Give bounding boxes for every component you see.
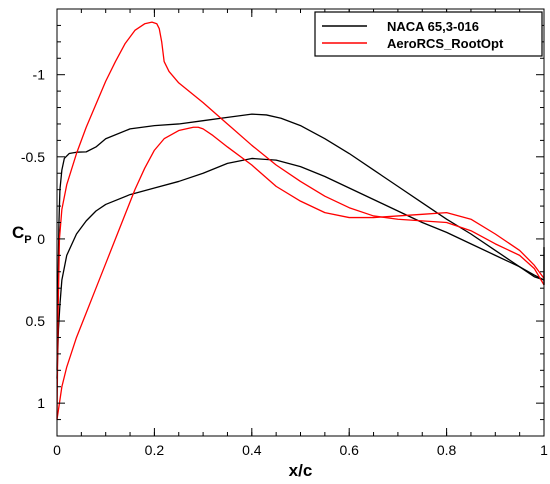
- y-tick-label-3: 0.5: [26, 313, 46, 329]
- legend-label-1: AeroRCS_RootOpt: [387, 36, 504, 51]
- x-tick-label-4: 0.8: [437, 442, 457, 458]
- legend-label-0: NACA 65,3-016: [387, 19, 479, 34]
- legend-box: [314, 11, 543, 57]
- plot-frame: [56, 8, 545, 437]
- x-tick-label-1: 0.2: [145, 442, 165, 458]
- series-layer: [56, 21, 545, 420]
- x-tick-label-0: 0: [53, 442, 61, 458]
- series-1-curve-0: [56, 21, 545, 420]
- series-0-curve-0: [56, 113, 545, 371]
- x-axis-title: x/c: [289, 461, 313, 480]
- y-tick-label-1: -0.5: [21, 149, 45, 165]
- axes-layer: 0 0.2 0.4 0.6 0.8 1 -1 -0.5 0 0.5 1 x/c CP: [12, 8, 548, 480]
- y-tick-label-2: 0: [37, 231, 45, 247]
- y-tick-label-0: -1: [33, 67, 46, 83]
- x-tick-label-2: 0.4: [242, 442, 262, 458]
- y-tick-label-4: 1: [37, 395, 45, 411]
- x-tick-label-3: 0.6: [339, 442, 359, 458]
- legend: NACA 65,3-016 AeroRCS_RootOpt: [314, 11, 543, 57]
- x-tick-label-5: 1: [540, 442, 548, 458]
- y-axis-title-subscript: P: [24, 234, 31, 246]
- series-1-curve-1: [56, 126, 545, 420]
- series-0-curve-1: [56, 157, 545, 379]
- y-axis-title: CP: [12, 223, 32, 246]
